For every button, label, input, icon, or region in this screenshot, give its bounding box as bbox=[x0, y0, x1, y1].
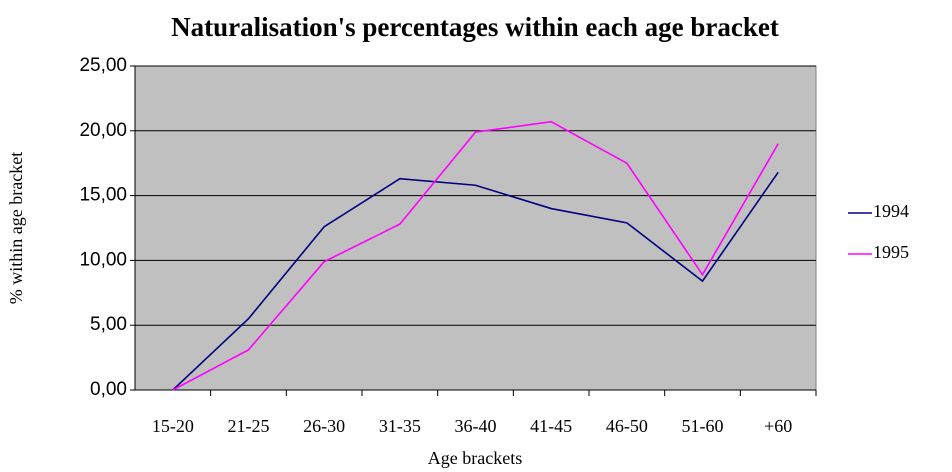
y-tick-label: 0,00 bbox=[90, 379, 127, 400]
x-tick-label: 21-25 bbox=[228, 416, 270, 436]
y-tick-label: 5,00 bbox=[90, 314, 127, 335]
x-tick-label: +60 bbox=[764, 416, 792, 436]
x-tick-label: 15-20 bbox=[152, 416, 194, 436]
legend-label: 1994 bbox=[873, 201, 909, 221]
plot-area bbox=[134, 65, 817, 391]
y-tick-label: 20,00 bbox=[79, 120, 127, 141]
chart-title: Naturalisation's percentages within each… bbox=[171, 12, 779, 42]
x-axis-title: Age brackets bbox=[428, 448, 522, 468]
x-tick-label: 31-35 bbox=[379, 416, 421, 436]
x-tick-label: 36-40 bbox=[455, 416, 497, 436]
series-line bbox=[172, 171, 779, 391]
series-line bbox=[172, 120, 779, 391]
legend-label: 1995 bbox=[873, 242, 909, 262]
y-tick-label: 25,00 bbox=[79, 55, 127, 76]
y-axis-title: % within age bracket bbox=[6, 152, 26, 304]
y-tick-label: 15,00 bbox=[79, 185, 127, 206]
x-tick-label: 46-50 bbox=[606, 416, 648, 436]
x-tick-label: 51-60 bbox=[682, 416, 724, 436]
x-tick-label: 41-45 bbox=[530, 416, 572, 436]
x-tick-label: 26-30 bbox=[303, 416, 345, 436]
y-tick-label: 10,00 bbox=[79, 249, 127, 270]
